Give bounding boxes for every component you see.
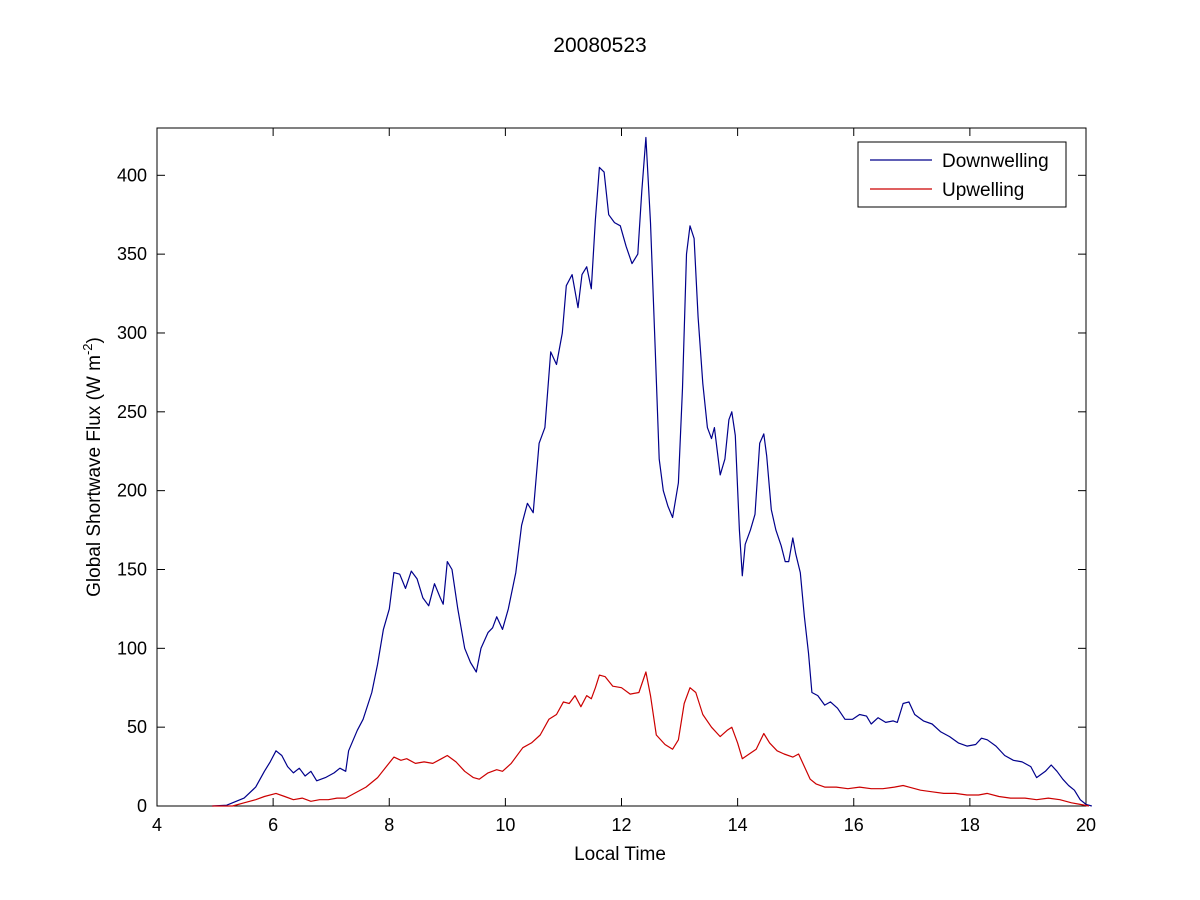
x-tick-label: 12 — [611, 815, 631, 835]
x-tick-label: 6 — [268, 815, 278, 835]
y-tick-label: 300 — [117, 323, 147, 343]
y-tick-label: 0 — [137, 796, 147, 816]
series-layer — [212, 136, 1092, 807]
y-tick-label: 250 — [117, 402, 147, 422]
x-axis-ticks: 4 6 8 10 12 14 16 18 20 — [152, 128, 1096, 835]
x-tick-label: 4 — [152, 815, 162, 835]
y-tick-label: 50 — [127, 717, 147, 737]
legend-box — [857, 141, 1067, 208]
x-tick-label: 10 — [495, 815, 515, 835]
x-axis-label: Local Time — [574, 844, 666, 865]
legend: Downwelling Upwelling — [857, 141, 1067, 208]
series-line-upwelling — [212, 671, 1090, 807]
y-tick-label: 400 — [117, 165, 147, 185]
y-axis-label-superscript: -2 — [80, 343, 95, 355]
y-tick-label: 150 — [117, 559, 147, 579]
x-tick-label: 16 — [844, 815, 864, 835]
series-line-downwelling — [212, 136, 1092, 807]
chart-title: 20080523 — [553, 34, 646, 57]
y-tick-label: 200 — [117, 481, 147, 501]
y-tick-label: 100 — [117, 638, 147, 658]
x-tick-label: 14 — [728, 815, 748, 835]
y-axis-label: Global Shortwave Flux (W m-2) — [80, 337, 105, 597]
plot-area-frame — [156, 127, 1087, 807]
legend-label-upwelling: Upwelling — [942, 180, 1024, 201]
y-axis-label-main: Global Shortwave Flux (W m — [84, 355, 105, 597]
x-tick-label: 18 — [960, 815, 980, 835]
y-axis-ticks: 0 50 100 150 200 250 300 350 400 — [117, 165, 1086, 816]
x-tick-label: 8 — [384, 815, 394, 835]
y-axis-label-suffix: ) — [84, 337, 105, 343]
legend-label-downwelling: Downwelling — [942, 151, 1049, 172]
y-tick-label: 350 — [117, 244, 147, 264]
x-tick-label: 20 — [1076, 815, 1096, 835]
